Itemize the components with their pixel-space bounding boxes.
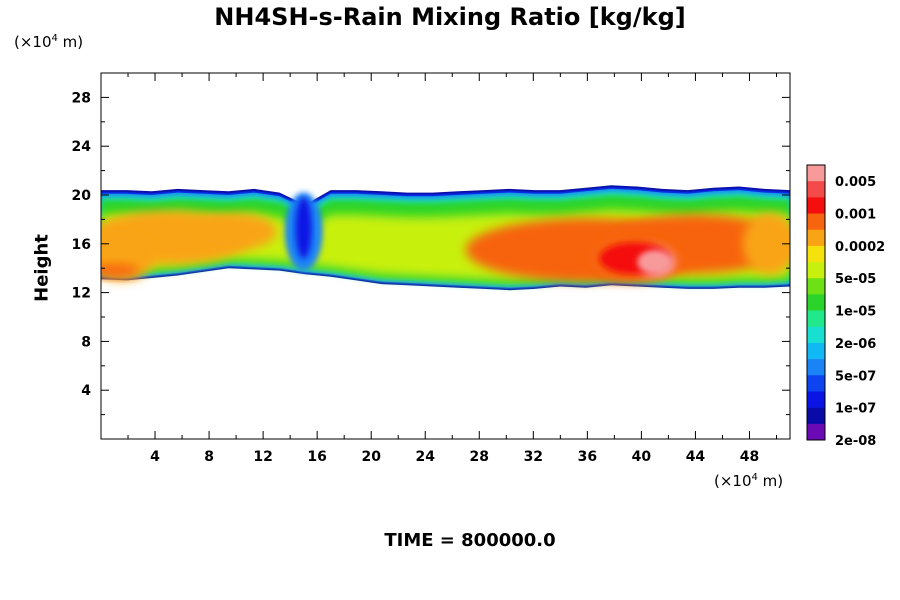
colorbar-label: 2e-06 — [835, 337, 876, 352]
colorbar-swatch — [807, 229, 825, 247]
colorbar-swatch — [807, 197, 825, 214]
x-tick-label: 44 — [686, 449, 706, 465]
y-tick-label: 12 — [72, 286, 91, 302]
y-tick-label: 16 — [72, 237, 91, 253]
colorbar-label: 5e-07 — [835, 369, 876, 384]
colorbar-label: 0.001 — [835, 208, 876, 223]
colorbar-frame — [806, 164, 826, 441]
colorbar-swatch — [807, 213, 825, 231]
x-tick-label: 36 — [578, 449, 597, 465]
colorbar-swatch — [807, 326, 825, 344]
x-tick-label: 16 — [307, 449, 326, 465]
y-tick-label: 4 — [81, 383, 91, 399]
colorbar-label: 1e-07 — [835, 402, 876, 417]
core-region-8 — [742, 213, 790, 275]
core-region-2 — [101, 264, 139, 277]
y-tick-label: 8 — [81, 334, 91, 350]
colorbar-swatch — [807, 262, 825, 279]
colorbar-swatch — [807, 294, 825, 311]
colorbar-label: 0.005 — [835, 175, 876, 190]
y-axis-label: Height — [31, 234, 53, 302]
colorbar-label: 1e-05 — [835, 305, 876, 320]
x-tick-label: 48 — [740, 449, 759, 465]
y-tick-label: 24 — [72, 139, 92, 155]
x-tick-label: 40 — [632, 449, 652, 465]
x-tick-label: 24 — [415, 449, 435, 465]
layer-gap-1e-07 — [295, 197, 312, 259]
colorbar-label: 2e-08 — [835, 434, 876, 449]
x-tick-label: 32 — [524, 449, 543, 465]
colorbar-swatch — [807, 278, 825, 295]
colorbar-label: 5e-05 — [835, 272, 876, 287]
colorbar-swatch — [807, 407, 825, 425]
colorbar-swatch — [807, 342, 825, 360]
colorbar-swatch — [807, 245, 825, 263]
core-region-3 — [195, 213, 277, 250]
colorbar-label: 0.0002 — [835, 240, 885, 255]
chart-title: NH4SH-s-Rain Mixing Ratio [kg/kg] — [214, 3, 686, 31]
colorbar-swatch — [807, 423, 825, 441]
x-axis-unit: (×104 m) — [714, 472, 784, 490]
y-tick-label: 28 — [72, 90, 91, 106]
colorbar: 0.005 0.001 0.0002 5e-05 1e-05 2e-06 5e-07 1e-0… — [806, 164, 885, 449]
x-tick-label: 8 — [204, 449, 214, 465]
colorbar-swatch — [807, 310, 825, 328]
colorbar-swatch — [807, 391, 825, 408]
plot-frame — [100, 72, 791, 440]
colorbar-swatch — [807, 181, 825, 198]
x-tick-label: 4 — [150, 449, 160, 465]
cloud-layer — [101, 185, 790, 291]
y-tick-label: 20 — [72, 188, 92, 204]
colorbar-swatch — [807, 359, 825, 376]
y-axis-unit: (×104 m) — [14, 33, 84, 51]
x-tick-label: 20 — [361, 449, 381, 465]
time-label: TIME = 800000.0 — [384, 530, 556, 551]
colorbar-swatch — [807, 375, 825, 392]
colorbar-swatch — [807, 165, 825, 182]
core-region-max — [637, 249, 673, 275]
x-tick-label: 12 — [253, 449, 272, 465]
x-tick-label: 28 — [470, 449, 489, 465]
